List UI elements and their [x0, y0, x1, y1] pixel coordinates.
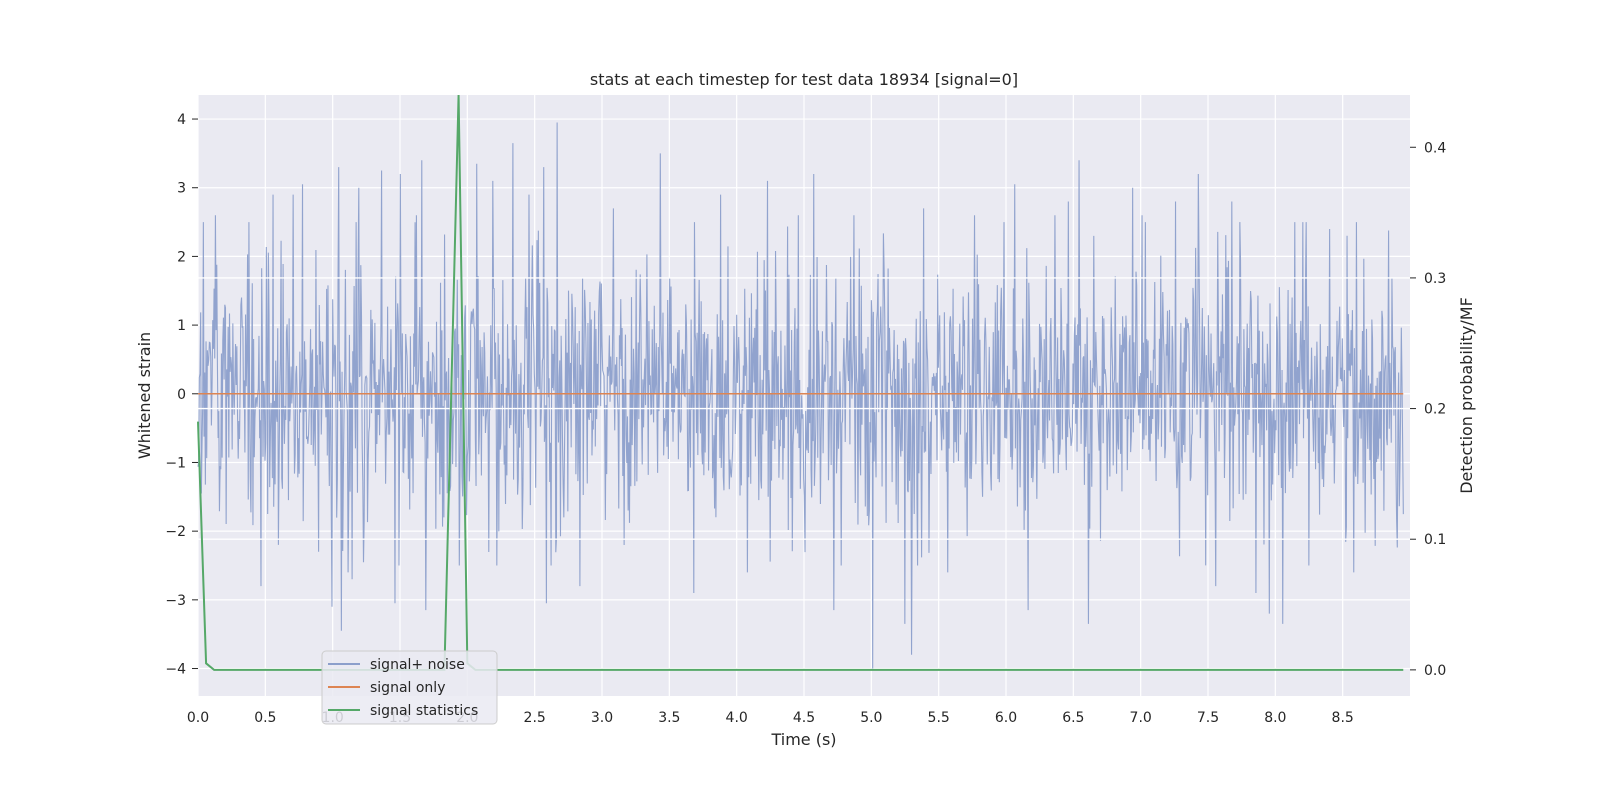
x-tick-label: 8.0 — [1264, 710, 1286, 726]
x-tick-label: 7.5 — [1197, 710, 1219, 726]
legend-label-signal-statistics: signal statistics — [370, 703, 478, 719]
x-tick-label: 8.5 — [1332, 710, 1354, 726]
y-tick-label: 4 — [177, 112, 186, 128]
y-axis-label: Whitened strain — [135, 332, 154, 459]
legend: signal+ noise signal only signal statist… — [321, 650, 498, 725]
y-axis-right-label: Detection probability/MF — [1457, 297, 1476, 494]
y2-tick-label: 0.2 — [1424, 402, 1446, 418]
x-tick-label: 3.5 — [658, 710, 680, 726]
y-tick-label: −4 — [165, 662, 186, 678]
x-tick-label: 2.5 — [524, 710, 546, 726]
legend-box — [321, 650, 498, 725]
x-tick-label: 7.0 — [1130, 710, 1152, 726]
x-tick-label: 6.5 — [1062, 710, 1084, 726]
y-tick-label: 3 — [177, 181, 186, 197]
y-tick-label: −1 — [165, 455, 186, 471]
y2-tick-label: 0.4 — [1424, 140, 1446, 156]
x-tick-label: 4.5 — [793, 710, 815, 726]
y-tick-label: −2 — [165, 524, 186, 540]
legend-label-signal-plus-noise: signal+ noise — [370, 657, 465, 673]
y2-tick-label: 0.3 — [1424, 271, 1446, 287]
series-signal-plus-noise — [197, 122, 1404, 669]
y-tick-label: −3 — [165, 593, 186, 609]
y-tick-label: 2 — [177, 249, 186, 265]
chart-title: stats at each timestep for test data 189… — [590, 70, 1018, 89]
y2-tick-label: 0.1 — [1424, 532, 1446, 548]
y2-tick-label: 0.0 — [1424, 663, 1446, 679]
y-tick-label: 1 — [177, 318, 186, 334]
x-axis-label: Time (s) — [770, 730, 836, 749]
legend-label-signal-only: signal only — [370, 680, 445, 696]
x-tick-label: 5.5 — [928, 710, 950, 726]
y-tick-label: 0 — [177, 387, 186, 403]
x-tick-label: 0.5 — [254, 710, 276, 726]
x-tick-label: 5.0 — [860, 710, 882, 726]
x-tick-label: 3.0 — [591, 710, 613, 726]
x-tick-label: 4.0 — [726, 710, 748, 726]
x-tick-label: 6.0 — [995, 710, 1017, 726]
x-tick-label: 0.0 — [187, 710, 209, 726]
